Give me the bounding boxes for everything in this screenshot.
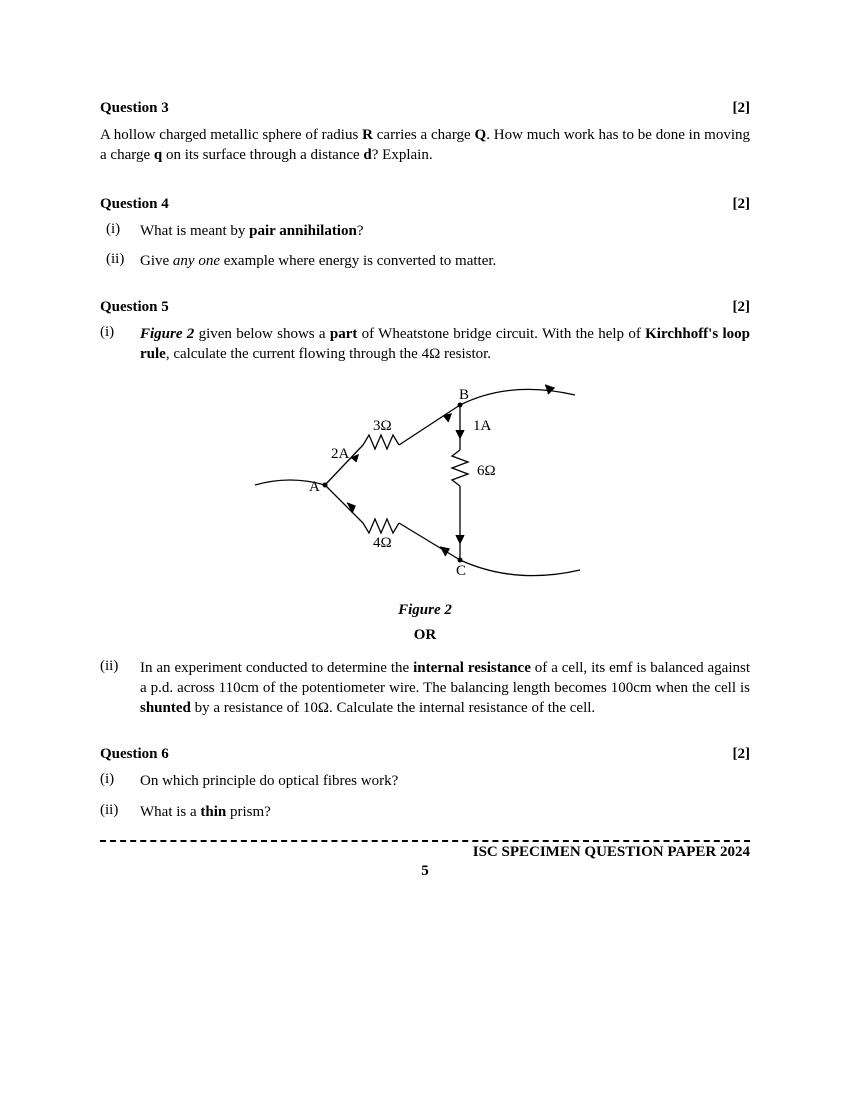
divider	[100, 840, 750, 842]
q3-marks: [2]	[733, 100, 751, 117]
q3-header: Question 3 [2]	[100, 100, 750, 117]
q4-title: Question 4	[100, 196, 169, 213]
label-1A: 1A	[473, 418, 492, 434]
question-3: Question 3 [2] A hollow charged metallic…	[100, 100, 750, 166]
q6-header: Question 6 [2]	[100, 746, 750, 763]
q5-ii-text: In an experiment conducted to determine …	[140, 658, 750, 719]
q3-body: A hollow charged metallic sphere of radi…	[100, 125, 750, 166]
label-4ohm: 4Ω	[373, 535, 392, 551]
label-3ohm: 3Ω	[373, 418, 392, 434]
q5-header: Question 5 [2]	[100, 299, 750, 316]
circuit-diagram: A B C 3Ω 4Ω 6Ω 2A 1A	[245, 375, 605, 595]
q4-ii: (ii) Give any one example where energy i…	[100, 251, 750, 271]
q6-marks: [2]	[733, 746, 751, 763]
q6-ii: (ii) What is a thin prism?	[100, 802, 750, 822]
sub-num: (i)	[100, 221, 140, 241]
sub-num: (i)	[100, 324, 140, 365]
footer-text: ISC SPECIMEN QUESTION PAPER 2024	[100, 844, 750, 861]
q5-ii: (ii) In an experiment conducted to deter…	[100, 658, 750, 719]
sub-num: (ii)	[100, 251, 140, 271]
sub-num: (ii)	[100, 658, 140, 719]
label-C: C	[456, 563, 466, 579]
q5-i: (i) Figure 2 given below shows a part of…	[100, 324, 750, 365]
question-5: Question 5 [2] (i) Figure 2 given below …	[100, 299, 750, 718]
q5-i-text: Figure 2 given below shows a part of Whe…	[140, 324, 750, 365]
q6-title: Question 6	[100, 746, 169, 763]
page-number: 5	[100, 863, 750, 880]
question-4: Question 4 [2] (i) What is meant by pair…	[100, 196, 750, 272]
or-label: OR	[100, 627, 750, 644]
q6-i-text: On which principle do optical fibres wor…	[140, 771, 750, 791]
q4-ii-text: Give any one example where energy is con…	[140, 251, 750, 271]
label-6ohm: 6Ω	[477, 463, 496, 479]
question-6: Question 6 [2] (i) On which principle do…	[100, 746, 750, 822]
figure-caption: Figure 2	[100, 602, 750, 619]
q5-title: Question 5	[100, 299, 169, 316]
q4-header: Question 4 [2]	[100, 196, 750, 213]
figure-2: A B C 3Ω 4Ω 6Ω 2A 1A Figure 2	[100, 375, 750, 619]
q4-marks: [2]	[733, 196, 751, 213]
q4-i: (i) What is meant by pair annihilation?	[100, 221, 750, 241]
q4-i-text: What is meant by pair annihilation?	[140, 221, 750, 241]
sub-num: (i)	[100, 771, 140, 791]
label-B: B	[459, 387, 469, 403]
label-2A: 2A	[331, 446, 350, 462]
sub-num: (ii)	[100, 802, 140, 822]
q3-title: Question 3	[100, 100, 169, 117]
label-A: A	[309, 479, 320, 495]
q5-marks: [2]	[733, 299, 751, 316]
q6-ii-text: What is a thin prism?	[140, 802, 750, 822]
q6-i: (i) On which principle do optical fibres…	[100, 771, 750, 791]
